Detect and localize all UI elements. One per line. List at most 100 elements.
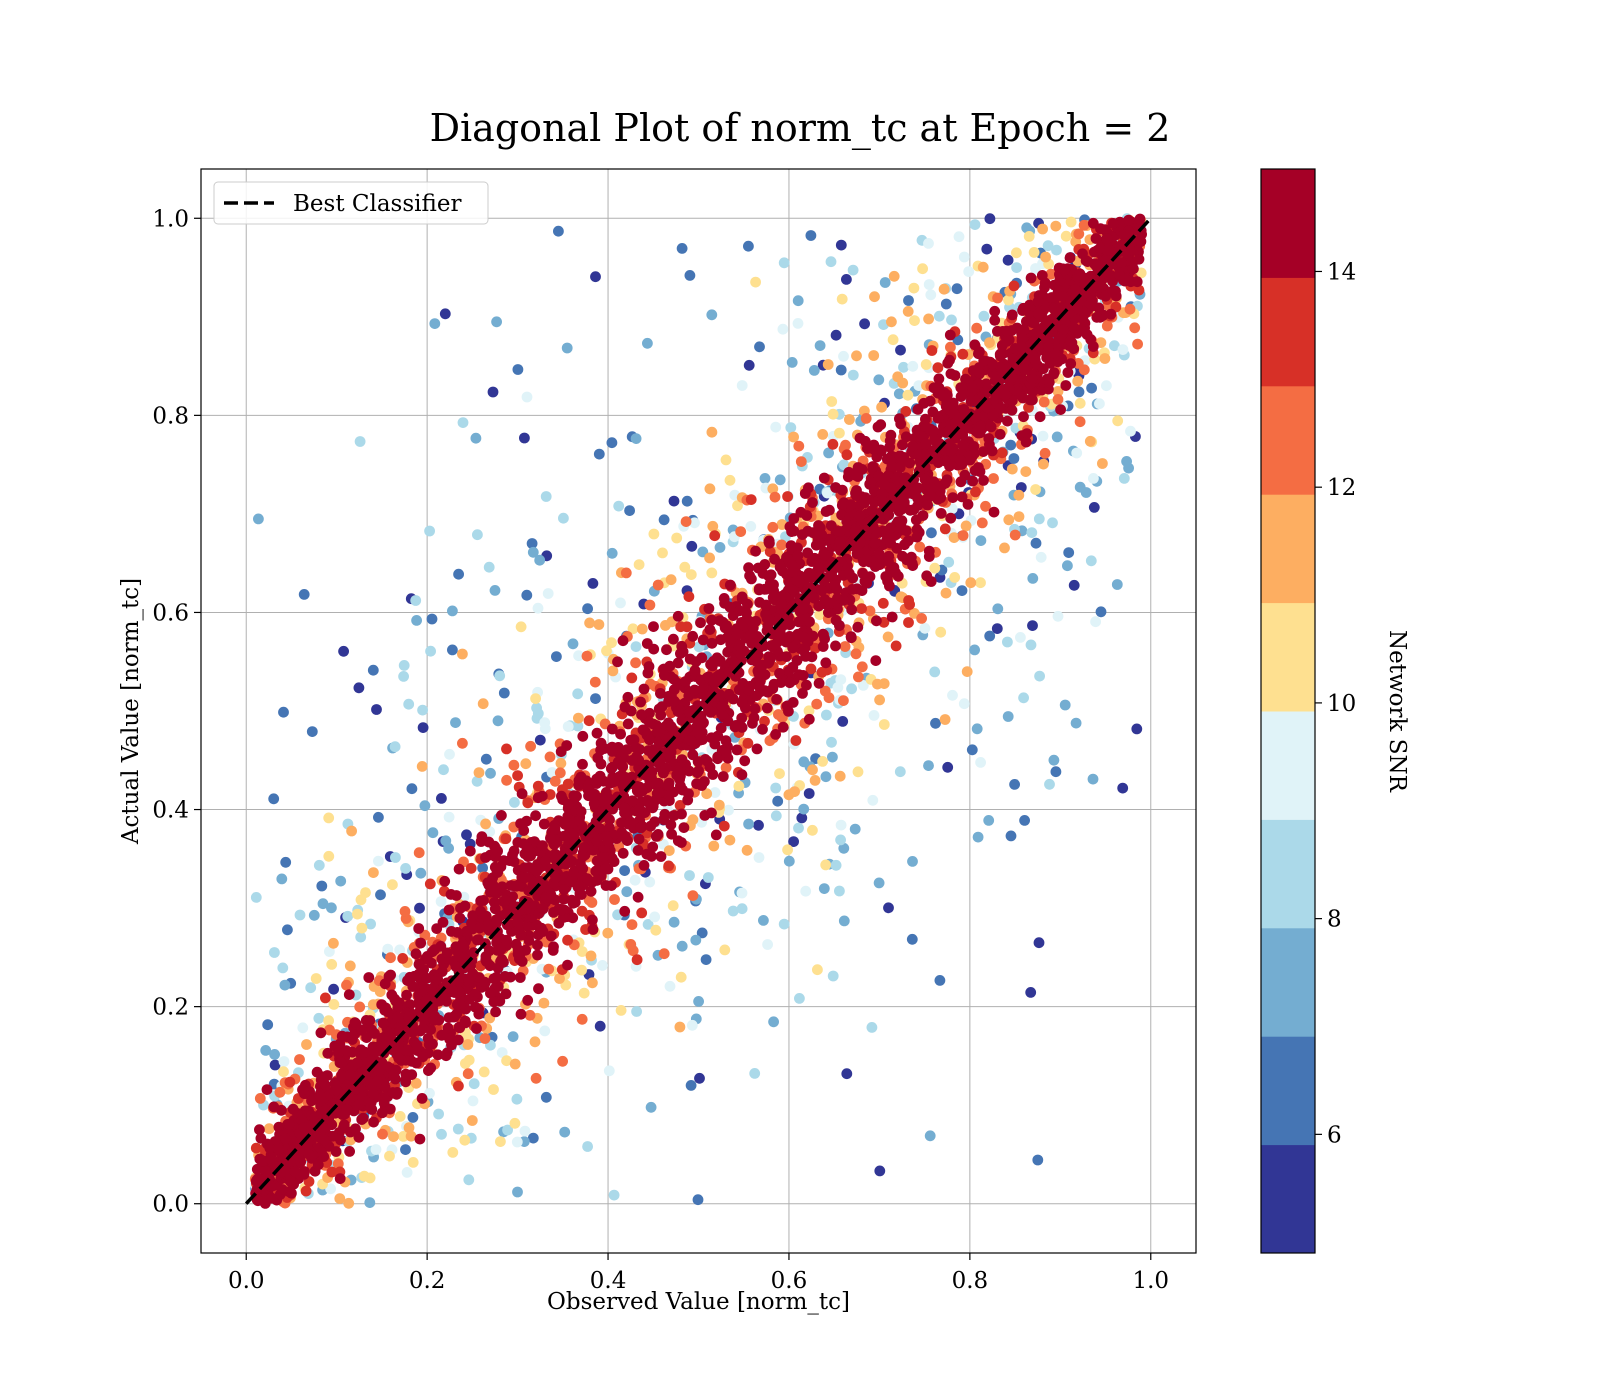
scatter-point — [832, 682, 844, 693]
scatter-point — [736, 887, 748, 899]
scatter-point — [444, 748, 455, 760]
scatter-point — [1011, 262, 1022, 273]
scatter-point — [540, 1091, 552, 1103]
scatter-point — [798, 645, 810, 656]
scatter-point — [924, 1130, 936, 1142]
scatter-point — [852, 621, 864, 633]
scatter-point — [554, 767, 566, 779]
scatter-point — [539, 1025, 551, 1037]
scatter-point — [613, 500, 625, 512]
scatter-point — [932, 362, 944, 374]
scatter-point — [386, 989, 398, 1001]
scatter-point — [313, 1012, 325, 1024]
scatter-point — [534, 554, 546, 566]
scatter-point — [857, 567, 869, 579]
scatter-point — [407, 1112, 419, 1123]
scatter-point — [278, 1066, 289, 1078]
scatter-point — [489, 903, 501, 915]
scatter-point — [1095, 606, 1107, 618]
scatter-point — [846, 683, 857, 695]
scatter-point — [617, 761, 629, 773]
scatter-point — [1032, 1154, 1044, 1166]
scatter-point — [812, 964, 823, 976]
scatter-point — [323, 1015, 334, 1027]
scatter-point — [925, 576, 937, 587]
scatter-point — [767, 483, 779, 495]
scatter-point — [462, 1068, 474, 1080]
scatter-point — [693, 996, 704, 1007]
scatter-point — [794, 993, 805, 1004]
scatter-point — [854, 509, 866, 521]
scatter-point — [417, 704, 428, 716]
scatter-point — [606, 637, 617, 649]
scatter-point — [572, 720, 584, 732]
scatter-point — [253, 513, 264, 525]
scatter-point — [344, 1146, 355, 1157]
scatter-point — [743, 240, 754, 252]
scatter-point — [620, 567, 632, 579]
scatter-point — [853, 671, 864, 683]
scatter-point — [471, 1023, 482, 1034]
scatter-point — [951, 283, 963, 295]
scatter-point — [254, 1124, 265, 1136]
scatter-point — [957, 348, 969, 360]
scatter-point — [946, 314, 957, 326]
scatter-point — [657, 547, 668, 559]
scatter-point — [783, 855, 795, 867]
scatter-point — [940, 298, 952, 310]
scatter-point — [492, 981, 504, 992]
scatter-point — [1132, 338, 1143, 350]
scatter-point — [529, 1036, 541, 1048]
scatter-point — [704, 552, 715, 564]
scatter-point — [1006, 463, 1018, 475]
scatter-point — [796, 812, 808, 824]
scatter-point — [576, 946, 588, 957]
scatter-point — [644, 734, 655, 746]
scatter-point — [356, 922, 368, 934]
scatter-point — [803, 705, 815, 717]
scatter-point — [665, 819, 677, 831]
scatter-point — [602, 927, 614, 939]
scatter-point — [731, 744, 743, 756]
scatter-point — [709, 530, 721, 542]
scatter-point — [606, 547, 618, 559]
scatter-point — [910, 514, 922, 526]
scatter-point — [525, 740, 536, 752]
scatter-point — [496, 810, 507, 821]
scatter-point — [926, 527, 937, 539]
scatter-point — [294, 1054, 305, 1065]
scatter-point — [521, 815, 532, 827]
scatter-point — [686, 1019, 698, 1031]
scatter-point — [1023, 231, 1035, 242]
scatter-point — [1065, 216, 1077, 228]
scatter-point — [547, 945, 559, 956]
scatter-point — [827, 970, 839, 982]
scatter-point — [627, 623, 639, 635]
scatter-point — [1071, 447, 1083, 459]
scatter-point — [394, 944, 406, 956]
scatter-point — [856, 661, 868, 673]
scatter-point — [886, 316, 897, 328]
scatter-point — [594, 1020, 606, 1032]
scatter-point — [501, 743, 512, 755]
scatter-point — [971, 322, 983, 334]
scatter-point — [492, 866, 504, 878]
scatter-point — [433, 1014, 445, 1026]
scatter-point — [1027, 620, 1038, 631]
scatter-point — [410, 1077, 422, 1089]
scatter-point — [534, 734, 546, 746]
scatter-point — [978, 310, 990, 322]
scatter-point — [400, 1076, 412, 1088]
scatter-point — [1094, 398, 1105, 410]
scatter-point — [532, 792, 544, 804]
scatter-point — [633, 559, 645, 570]
scatter-point — [861, 577, 873, 589]
scatter-point — [818, 472, 830, 484]
scatter-point — [777, 721, 789, 733]
scatter-point — [888, 270, 900, 282]
scatter-point — [687, 630, 699, 642]
scatter-point — [645, 820, 656, 832]
scatter-point — [479, 1033, 491, 1044]
scatter-point — [261, 1084, 273, 1095]
scatter-point — [768, 1016, 779, 1028]
